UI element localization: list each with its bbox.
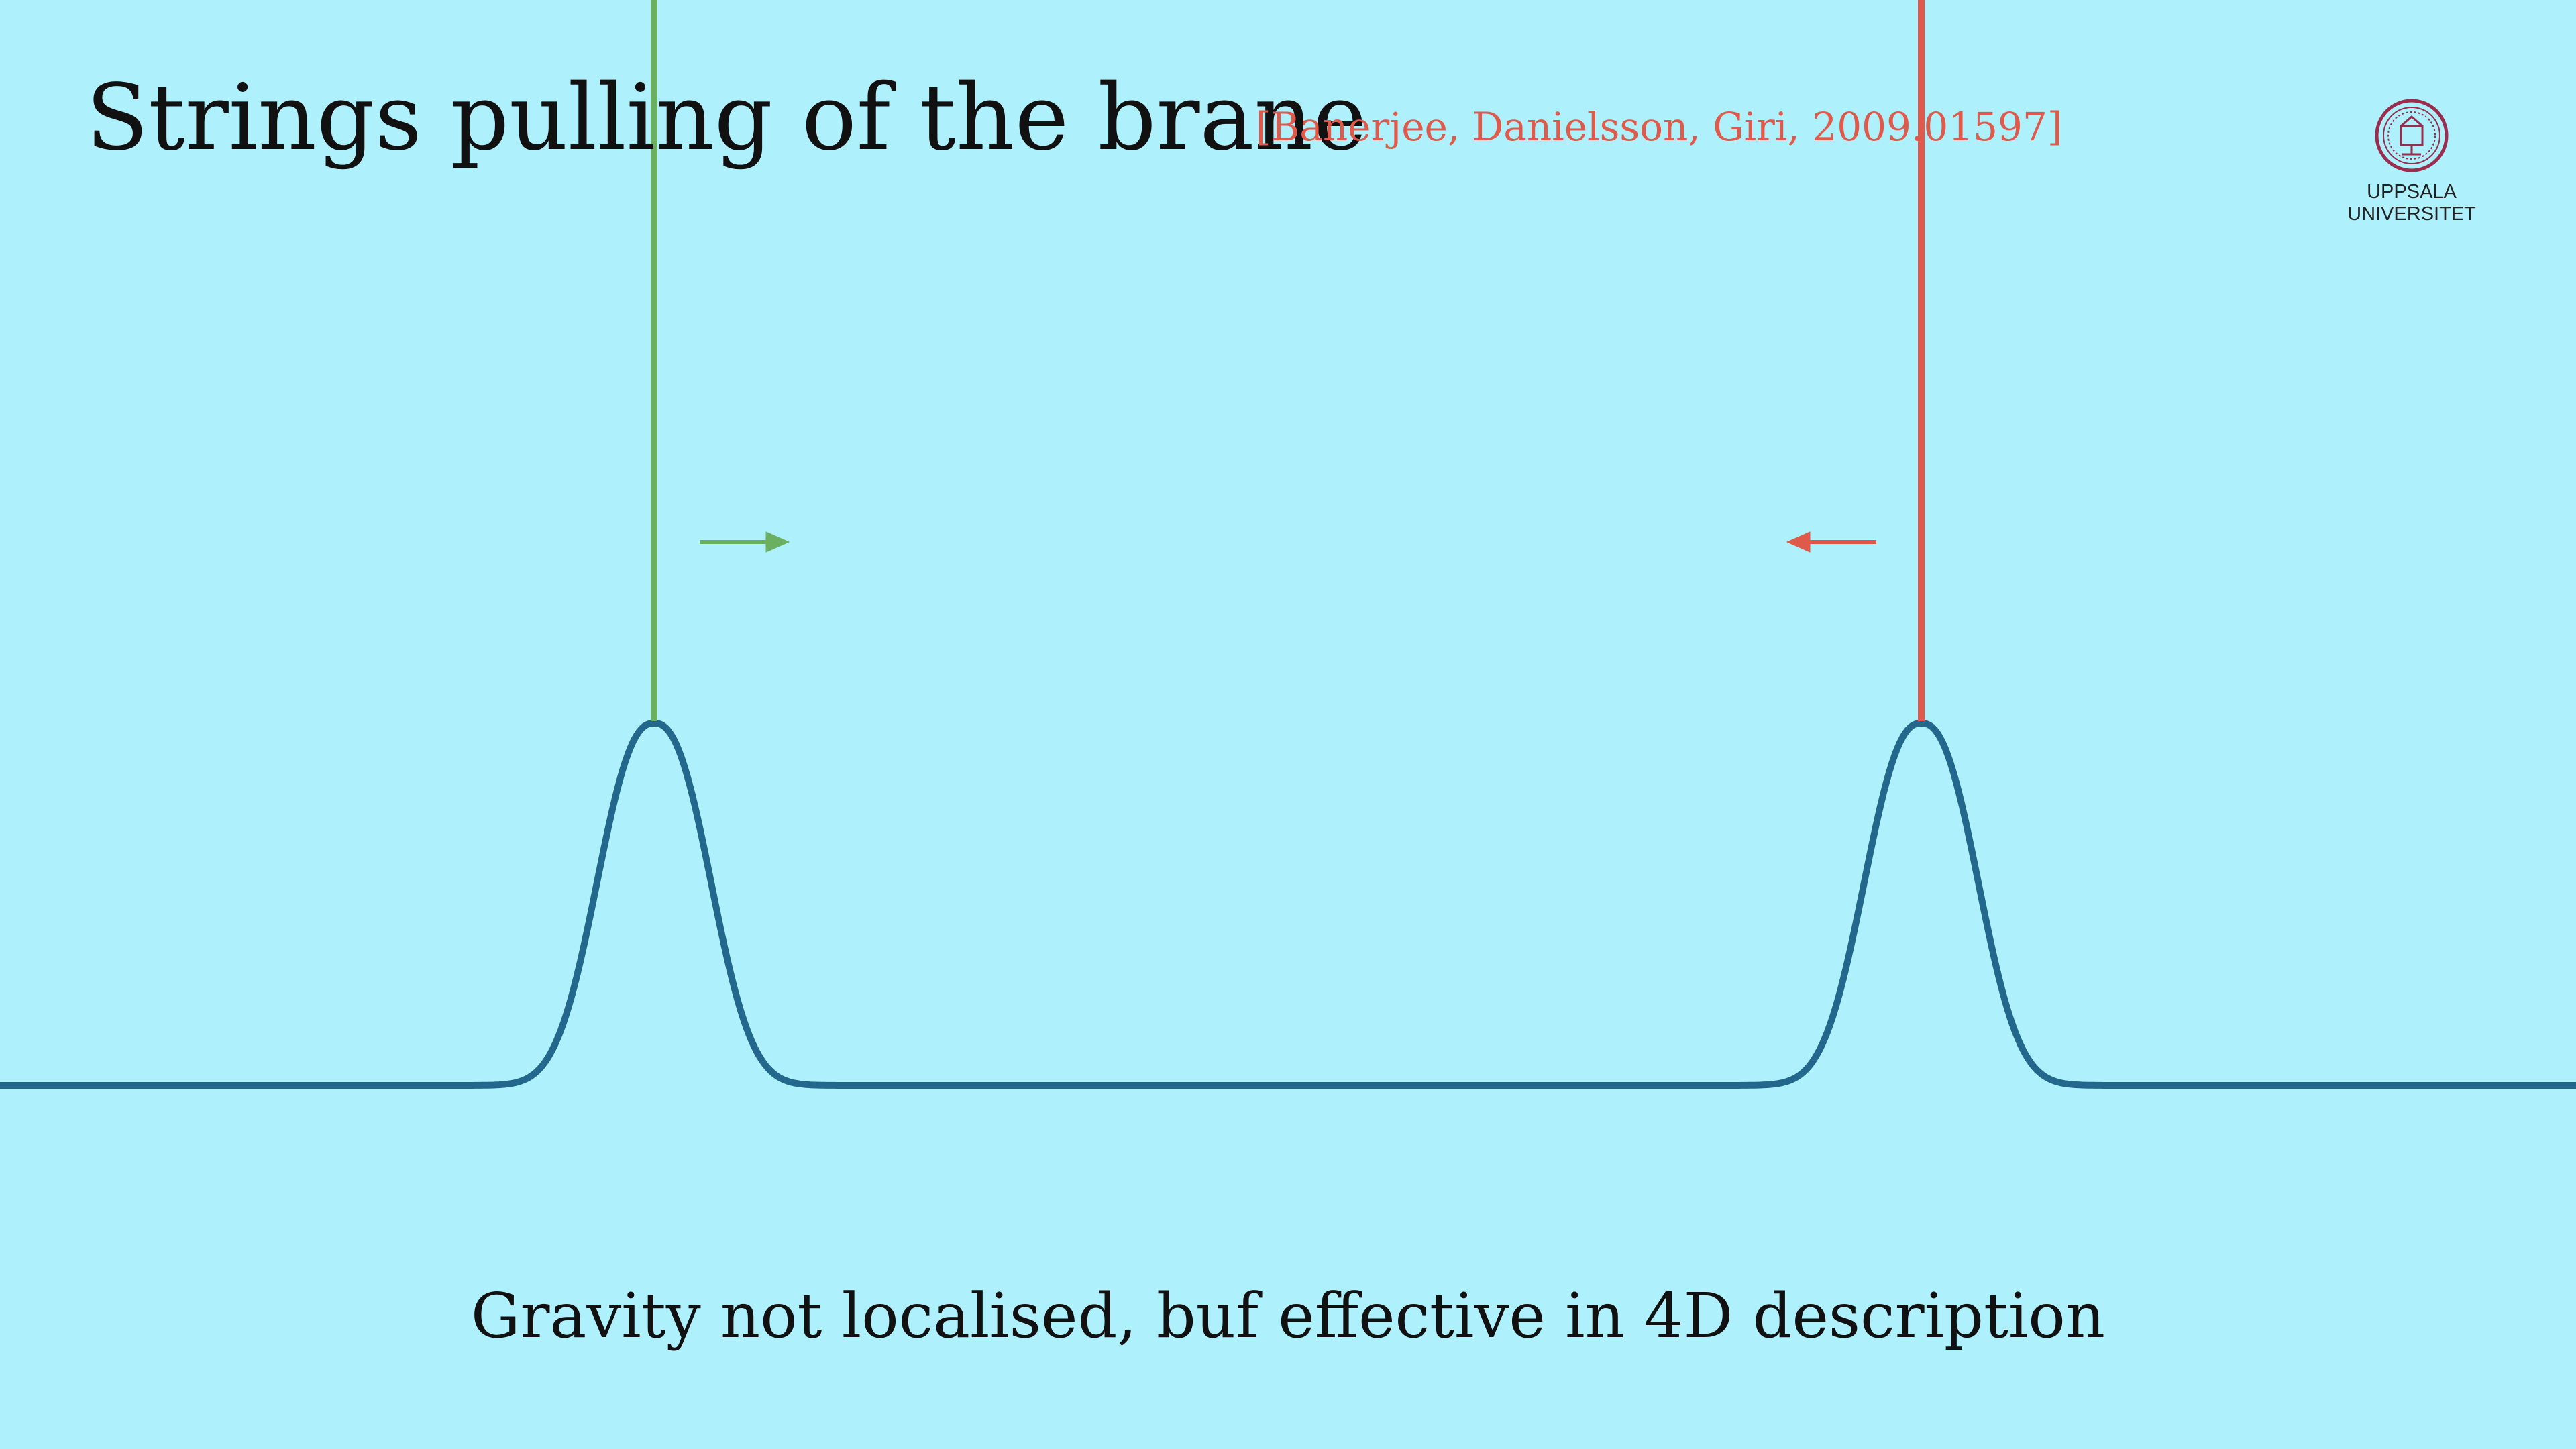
slide-caption: Gravity not localised, buf effective in …	[471, 1280, 2105, 1352]
brane-curve	[0, 720, 2576, 1089]
citation-reference: [Banerjee, Danielsson, Giri, 2009.01597]	[1256, 104, 2063, 150]
right-arrow-icon	[700, 531, 790, 553]
university-seal-icon	[2375, 99, 2449, 172]
university-name: UPPSALA UNIVERSITET	[2347, 181, 2476, 225]
slide-title: Strings pulling of the brane	[86, 65, 1367, 171]
left-arrow-icon	[1786, 531, 1876, 553]
university-logo: UPPSALA UNIVERSITET	[2328, 98, 2496, 226]
